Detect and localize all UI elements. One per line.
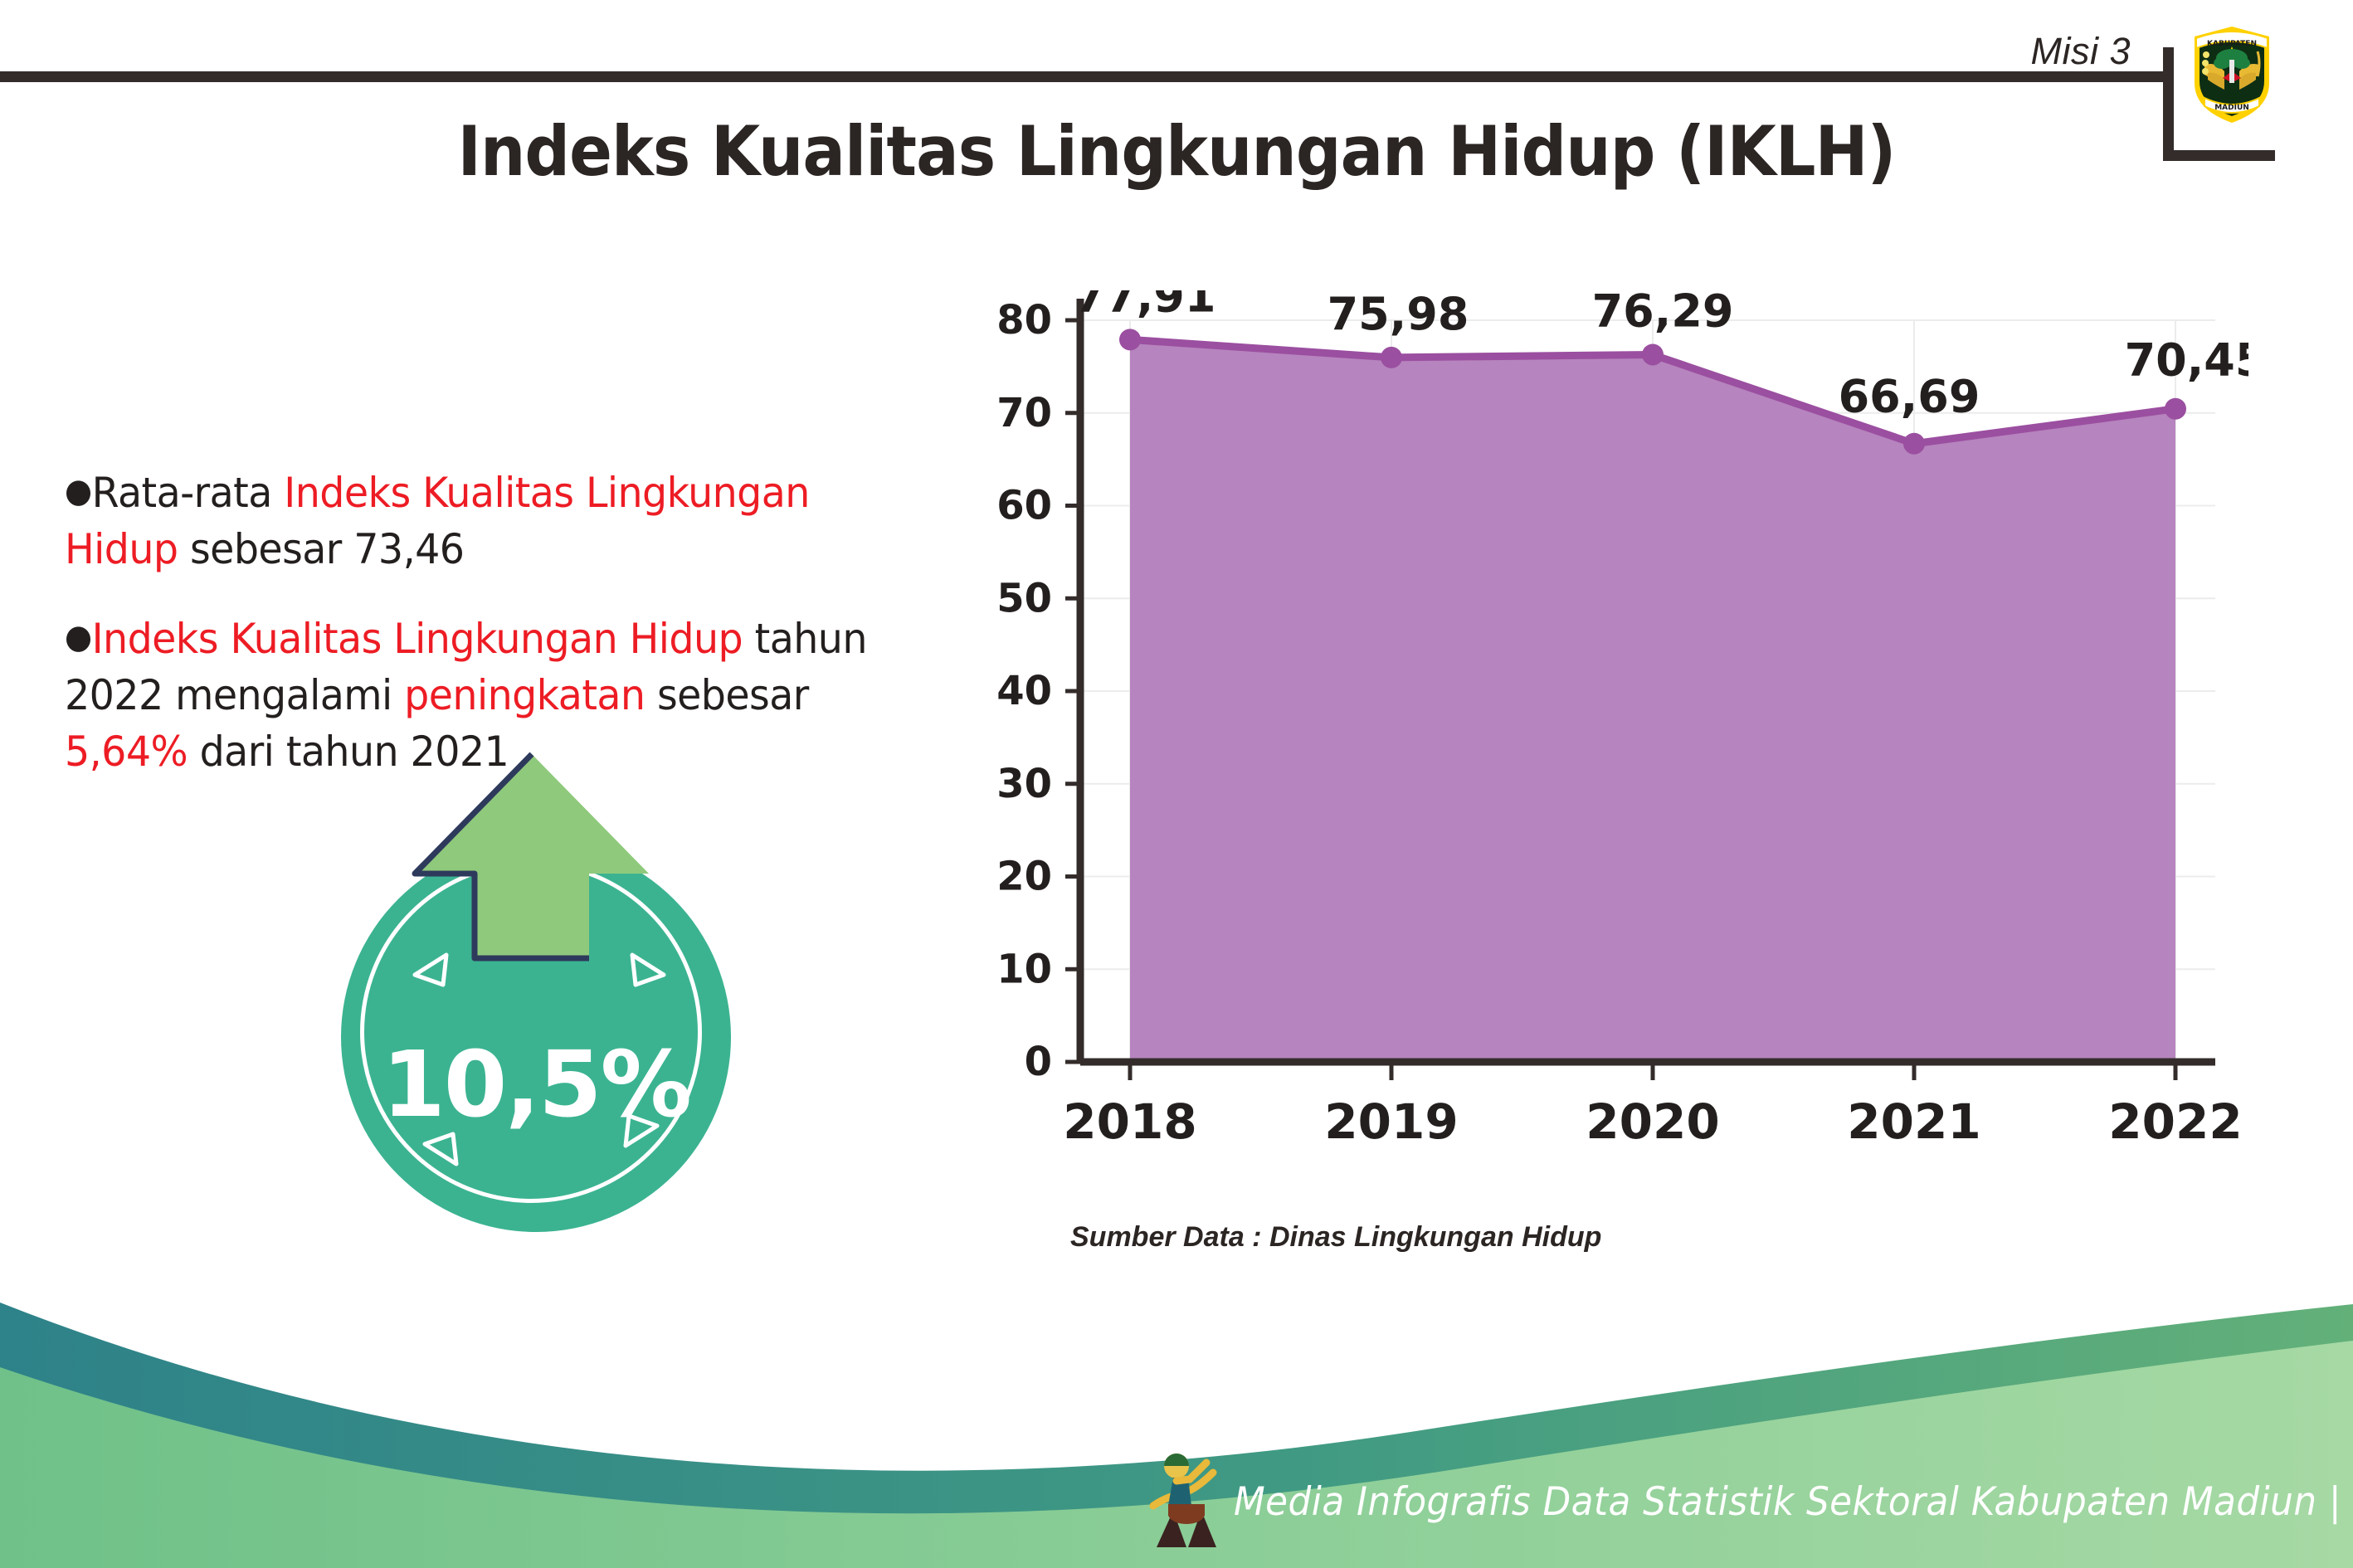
bullet-1-run-0: Indeks Kualitas Lingkungan Hidup [91, 615, 743, 663]
chart-source-caption: Sumber Data : Dinas Lingkungan Hidup [1070, 1221, 1602, 1253]
x-tick-label: 2018 [1063, 1093, 1196, 1150]
chart-area-fill [1130, 339, 2175, 1063]
increase-badge: 10,5% [329, 751, 760, 1232]
bullet-1-run-4: 5,64% [65, 728, 188, 776]
bullet-1-run-3: sebesar [645, 671, 809, 719]
data-marker [1903, 432, 1925, 455]
svg-text:MADIUN: MADIUN [2214, 104, 2249, 112]
bullet-1-run-2: peningkatan [404, 671, 645, 719]
bullet-dot-icon: ● [65, 618, 92, 656]
x-tick-label: 2021 [1847, 1093, 1980, 1150]
bullet-list: ●Rata-rata Indeks Kualitas Lingkungan Hi… [65, 465, 961, 813]
y-tick-label: 80 [996, 297, 1052, 343]
y-tick-label: 40 [996, 668, 1052, 714]
svg-text:KABUPATEN: KABUPATEN [2207, 40, 2257, 48]
chart-data-markers [1119, 329, 2186, 455]
footer-caption: Media Infografis Data Statistik Sektoral… [1234, 1479, 2342, 1525]
iklh-area-chart: 0 10 20 30 40 50 60 70 80 2018 2019 2020 2021 2022 7… [996, 290, 2248, 1150]
badge-tick-arrow-top-right-icon [630, 952, 666, 987]
data-marker [2165, 397, 2186, 420]
data-marker [1642, 343, 1664, 366]
badge-value: 10,5% [382, 1031, 692, 1137]
x-tick-label: 2019 [1324, 1093, 1458, 1150]
data-label: 76,29 [1592, 290, 1734, 337]
badge-tick-arrow-bottom-right-icon [623, 1113, 660, 1148]
bullet-text-1: Indeks Kualitas Lingkungan Hidup tahun 2… [65, 615, 867, 776]
y-tick-label: 60 [996, 483, 1052, 529]
list-item: ●Indeks Kualitas Lingkungan Hidup tahun … [65, 611, 916, 780]
bullet-0-run-0: Rata-rata [91, 469, 285, 517]
y-tick-label: 50 [996, 575, 1052, 621]
y-tick-label: 20 [996, 854, 1052, 900]
bullet-1-run-1: tahun 2022 mengalami [65, 615, 867, 719]
data-marker [1119, 329, 1141, 351]
data-label: 77,91 [1074, 290, 1216, 322]
bullet-1-run-5: dari tahun 2021 [188, 728, 509, 776]
bullet-dot-icon: ● [65, 472, 92, 510]
chart-y-axis-labels: 0 10 20 30 40 50 60 70 80 [996, 297, 1052, 1085]
header-bracket-bottom [2163, 150, 2275, 161]
bullet-text-0: Rata-rata Indeks Kualitas Lingkungan Hid… [65, 469, 810, 573]
x-tick-label: 2020 [1586, 1093, 1719, 1150]
y-tick-label: 30 [996, 761, 1052, 807]
header-divider-rule [0, 71, 2174, 82]
up-arrow-icon [412, 752, 649, 962]
bullet-0-run-1: Indeks Kualitas Lingkungan Hidup [65, 469, 810, 573]
pencak-silat-figure-icon [1149, 1454, 1217, 1547]
list-item: ●Rata-rata Indeks Kualitas Lingkungan Hi… [65, 465, 916, 577]
chart-x-axis-labels: 2018 2019 2020 2021 2022 [1063, 1093, 2242, 1150]
kabupaten-madiun-logo-icon: KABUPATEN MADIUN [2188, 18, 2276, 128]
page-title: Indeks Kualitas Lingkungan Hidup (IKLH) [457, 111, 1896, 192]
y-tick-label: 0 [1025, 1039, 1052, 1085]
chart-data-labels: 77,91 75,98 76,29 66,69 70,45 [1074, 290, 2248, 423]
data-label: 75,98 [1328, 290, 1469, 340]
misi-label: Misi 3 [2030, 30, 2131, 72]
area-fill-path [1130, 339, 2175, 1063]
data-label: 66,69 [1839, 371, 1980, 423]
bullet-0-run-2: sebesar 73,46 [178, 525, 465, 573]
badge-tick-arrow-bottom-left-icon [422, 1132, 459, 1166]
chart-axes [1065, 299, 2215, 1080]
footer-wave [0, 1303, 2353, 1568]
data-label: 70,45 [2125, 334, 2248, 387]
y-tick-label: 70 [996, 390, 1052, 436]
x-tick-label: 2022 [2108, 1093, 2242, 1150]
header-bracket-vertical [2163, 47, 2174, 161]
badge-tick-arrow-top-left-icon [412, 952, 449, 987]
data-marker [1381, 346, 1402, 368]
y-tick-label: 10 [996, 946, 1052, 992]
